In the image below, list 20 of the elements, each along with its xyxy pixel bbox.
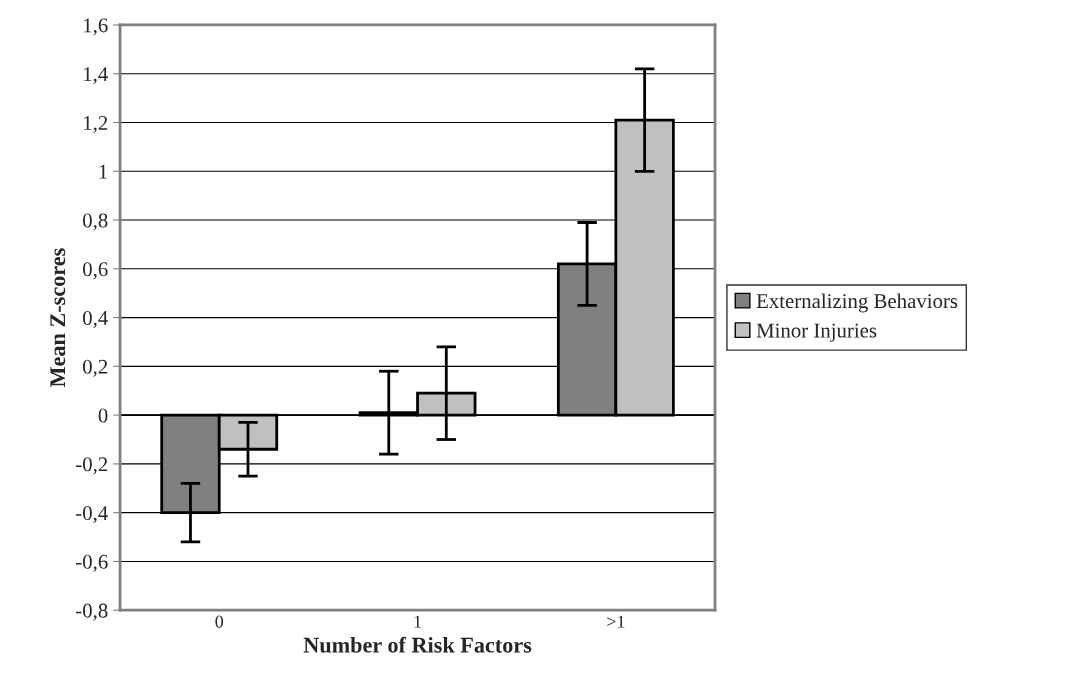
x-tick-label: 1: [414, 615, 421, 628]
y-tick-label: -0,6: [76, 554, 108, 572]
x-tick-label: 0: [215, 615, 224, 628]
y-tick-label: 0,2: [83, 359, 108, 377]
x-tick-label: >1: [607, 615, 625, 628]
y-tick-label: -0,4: [76, 506, 108, 524]
y-tick-label: -0,8: [76, 603, 108, 621]
y-tick-label: 0,6: [83, 262, 108, 280]
y-tick-label: -0,2: [76, 457, 108, 475]
legend-label: Minor Injuries: [756, 323, 877, 342]
y-tick-label: 0,8: [83, 213, 108, 231]
y-tick-label: 1: [99, 164, 108, 179]
x-axis-title: Number of Risk Factors: [303, 636, 532, 653]
y-tick-label: 1,2: [84, 115, 108, 133]
y-tick-label: 1,4: [84, 67, 108, 85]
y-tick-label: 0,4: [83, 310, 108, 329]
legend-label: Externalizing Behaviors: [756, 293, 958, 313]
y-axis-title: Mean Z-scores: [50, 248, 66, 388]
y-tick-label: 1,6: [84, 18, 108, 36]
y-tick-label: 0: [98, 408, 108, 423]
